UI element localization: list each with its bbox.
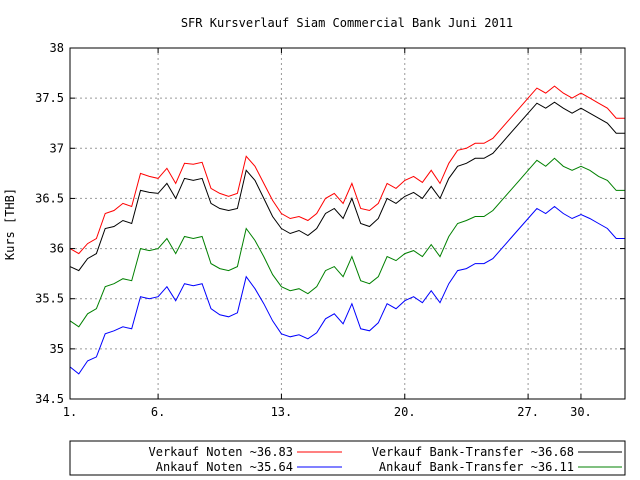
legend: Verkauf Noten ~36.83 Verkauf Bank-Transfe…: [69, 440, 626, 476]
legend-label: Ankauf Bank-Transfer ~36.11: [379, 460, 574, 474]
legend-label: Verkauf Noten ~36.83: [149, 445, 294, 459]
grid-lines: [70, 48, 625, 399]
y-tick-label: 37: [50, 141, 64, 155]
y-tick-label: 36: [50, 242, 64, 256]
series-line-3: [69, 205, 625, 375]
series-layer: [69, 85, 625, 375]
plot-frame: [69, 47, 626, 400]
x-tick-label: 13.: [271, 405, 293, 419]
y-tick-label: 37.5: [35, 91, 64, 105]
legend-box: [69, 440, 626, 476]
x-tick-label: 27.: [517, 405, 539, 419]
y-tick-label: 38: [50, 41, 64, 55]
y-tick-label: 34.5: [35, 392, 64, 406]
series-line-2: [69, 157, 625, 328]
x-tick-label: 20.: [394, 405, 416, 419]
x-tick-label: 1.: [63, 405, 77, 419]
legend-label: Verkauf Bank-Transfer ~36.68: [372, 445, 574, 459]
y-tick-label: 35: [50, 342, 64, 356]
axis-ticks: 34.5 35 35.5 36 36.5 37 37.5 38 1. 6. 13. 20. 27. 30.: [35, 41, 625, 419]
legend-label: Ankauf Noten ~35.64: [156, 460, 293, 474]
y-axis-label: Kurs [THB]: [3, 188, 17, 260]
y-tick-label: 35.5: [35, 292, 64, 306]
x-tick-label: 6.: [151, 405, 165, 419]
x-tick-label: 30.: [570, 405, 592, 419]
series-line-0: [69, 85, 625, 255]
y-tick-label: 36.5: [35, 191, 64, 205]
series-line-1: [69, 101, 625, 272]
chart-title: SFR Kursverlauf Siam Commercial Bank Jun…: [181, 16, 513, 30]
